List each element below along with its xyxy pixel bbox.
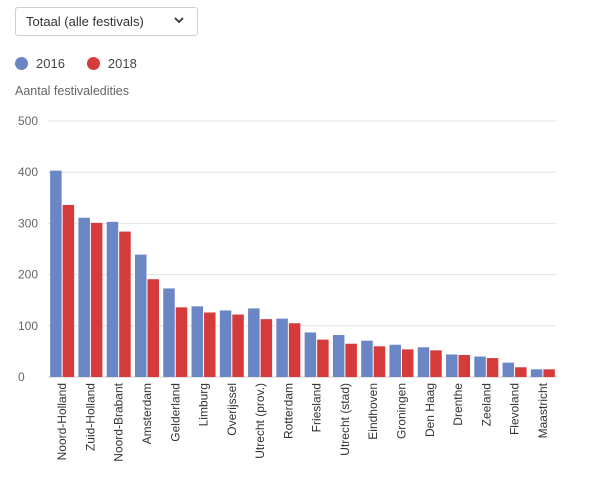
bar-2016 xyxy=(134,254,147,377)
bar-2018 xyxy=(486,358,499,377)
bar-2016 xyxy=(191,306,204,377)
x-tick-label: Groningen xyxy=(394,383,408,439)
bar-2016 xyxy=(474,356,486,377)
bar-2016 xyxy=(50,170,62,377)
y-tick-label: 100 xyxy=(18,319,38,333)
x-tick-label: Rotterdam xyxy=(281,383,295,439)
bar-2016 xyxy=(78,217,90,377)
x-tick-label: Flevoland xyxy=(508,383,522,435)
bar-2018 xyxy=(345,343,357,377)
y-tick-label: 300 xyxy=(18,216,38,230)
x-tick-label: Zuid-Holland xyxy=(83,383,97,451)
y-tick-label: 0 xyxy=(18,370,25,384)
bar-2016 xyxy=(446,354,458,377)
x-tick-label: Limburg xyxy=(197,383,211,426)
y-tick-label: 200 xyxy=(18,268,38,282)
bar-2016 xyxy=(276,318,288,377)
bar-2018 xyxy=(260,319,273,377)
festival-filter-value: Totaal (alle festivals) xyxy=(26,14,144,29)
bar-2016 xyxy=(417,347,430,377)
bar-2018 xyxy=(147,279,159,377)
bar-2016 xyxy=(332,335,345,377)
bar-2018 xyxy=(317,339,329,377)
bar-2016 xyxy=(163,288,175,377)
bar-2018 xyxy=(373,346,386,377)
bar-2018 xyxy=(232,314,244,377)
bar-2016 xyxy=(304,332,317,377)
y-tick-label: 500 xyxy=(18,114,38,128)
bar-2018 xyxy=(401,349,414,377)
chevron-down-icon xyxy=(174,17,184,24)
chart-legend: 2016 2018 xyxy=(15,56,159,71)
legend-dot-2018 xyxy=(86,57,100,70)
x-tick-label: Friesland xyxy=(310,383,324,432)
bar-2018 xyxy=(62,204,75,377)
legend-label-2016: 2016 xyxy=(36,56,65,71)
bar-2016 xyxy=(502,362,515,377)
legend-dot-2016 xyxy=(15,57,28,70)
x-tick-label: Noord-Holland xyxy=(55,383,69,460)
bar-2018 xyxy=(458,354,471,377)
x-tick-label: Drenthe xyxy=(451,383,465,426)
y-axis-label: Aantal festivaledities xyxy=(15,84,129,98)
bar-2016 xyxy=(219,310,232,377)
festival-filter-dropdown[interactable]: Totaal (alle festivals) xyxy=(15,7,198,36)
legend-label-2018: 2018 xyxy=(107,56,137,71)
bar-2016 xyxy=(248,308,260,377)
y-tick-label: 400 xyxy=(18,165,38,179)
bar-2018 xyxy=(204,312,216,377)
bar-2016 xyxy=(389,344,401,377)
x-tick-label: Eindhoven xyxy=(366,383,380,440)
bar-2018 xyxy=(175,307,188,377)
bar-2018 xyxy=(90,222,103,377)
x-tick-label: Utrecht (prov.) xyxy=(253,383,267,459)
x-tick-label: Den Haag xyxy=(423,383,437,437)
x-tick-label: Utrecht (stad) xyxy=(338,383,352,456)
x-tick-label: Overijssel xyxy=(225,383,239,436)
bar-2018 xyxy=(119,231,131,377)
x-tick-label: Gelderland xyxy=(168,383,182,442)
bar-2016 xyxy=(361,340,373,377)
bar-2016 xyxy=(530,369,543,377)
bar-2018 xyxy=(288,323,301,377)
x-tick-label: Zeeland xyxy=(479,383,493,426)
legend-item-2018[interactable]: 2018 xyxy=(86,56,137,71)
bar-2018 xyxy=(430,350,442,377)
bar-2018 xyxy=(515,367,527,377)
x-tick-label: Amsterdam xyxy=(140,383,154,444)
bar-2016 xyxy=(106,221,119,377)
bar-2018 xyxy=(543,369,555,377)
x-tick-label: Noord-Brabant xyxy=(112,382,126,461)
x-tick-label: Maastricht xyxy=(536,382,550,438)
legend-item-2016[interactable]: 2016 xyxy=(15,56,65,71)
